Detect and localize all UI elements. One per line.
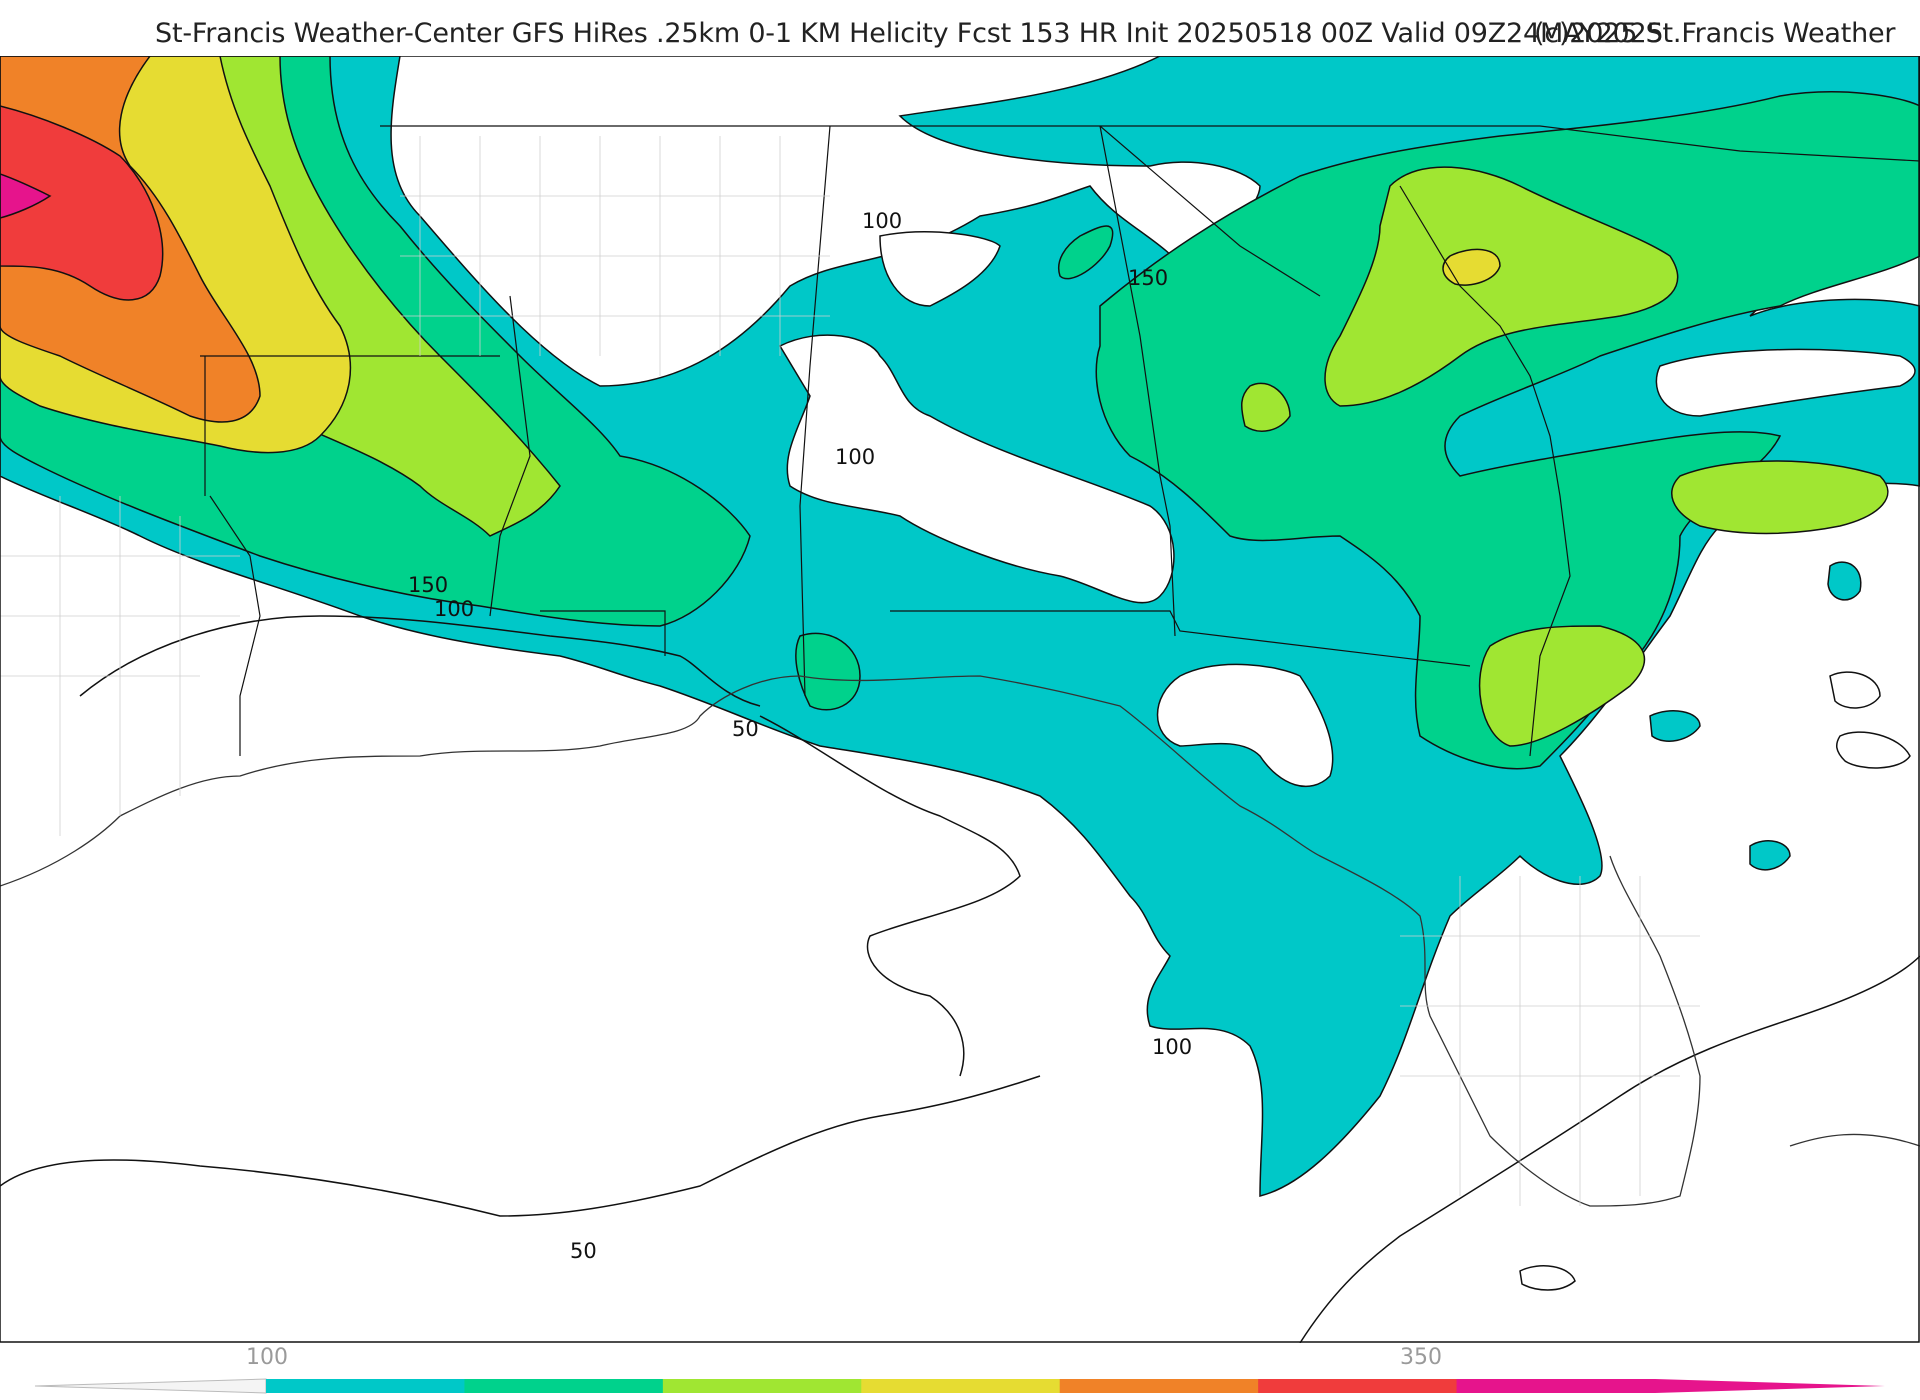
colorbar-under-arrow (34, 1378, 267, 1394)
colorbar-swatch (861, 1379, 1061, 1393)
contour-pocket-5 (1827, 561, 1862, 601)
contour-pocket-2 (1829, 671, 1881, 709)
colorbar-swatches (266, 1379, 1656, 1393)
county-lines (0, 136, 1700, 1206)
helicity-band-200-east-2 (1671, 460, 1889, 535)
colorbar-tick-350: 350 (1400, 1345, 1442, 1370)
helicity-band-150-pocket (795, 632, 861, 711)
helicity-band-200-pocket (1240, 382, 1291, 432)
colorbar-swatch (662, 1379, 862, 1393)
helicity-band-250-pocket (1442, 248, 1501, 286)
low-helicity-region-4 (1156, 663, 1334, 787)
contour-line-50-east (1299, 955, 1920, 1343)
colorbar-over-arrow (1655, 1379, 1885, 1393)
contour-pocket-4 (1749, 840, 1791, 871)
contour-line-100-west (79, 615, 761, 707)
helicity-map: 100 150 100 100 150 100 50 100 50 (0, 56, 1920, 1343)
helicity-band-150-north (1058, 225, 1114, 280)
contour-label-5: 150 (408, 573, 448, 597)
coastline (0, 675, 1920, 1207)
helicity-band-350 (0, 105, 164, 301)
state-borders (200, 125, 1920, 757)
contour-label-6: 100 (1152, 1035, 1192, 1059)
contour-line-50-south (0, 1075, 1041, 1217)
copyright-text: (c)2025 St.Francis Weather (1534, 18, 1896, 49)
contour-label-3: 100 (835, 445, 875, 469)
low-helicity-region-1 (778, 334, 1175, 604)
contour-pocket-1 (1835, 731, 1911, 769)
title-bar: St-Francis Weather-Center GFS HiRes .25k… (0, 0, 1920, 56)
helicity-band-400 (0, 173, 52, 219)
colorbar-swatch (464, 1379, 664, 1393)
low-helicity-region-3 (1655, 348, 1916, 417)
colorbar-tick-100: 100 (246, 1345, 288, 1370)
colorbar: 100 350 (0, 1343, 1920, 1400)
helicity-band-200-east (1324, 166, 1679, 407)
contour-label-9: 50 (570, 1239, 597, 1263)
map-border (0, 56, 1920, 1343)
colorbar-swatch (1456, 1379, 1656, 1393)
helicity-band-150-east (1095, 91, 1920, 770)
low-helicity-region-2 (879, 231, 1001, 307)
colorbar-swatch (1258, 1379, 1458, 1393)
colorbar-swatch (1059, 1379, 1259, 1393)
contour-label-4: 100 (434, 597, 474, 621)
map-frame: 100 150 100 100 150 100 50 100 50 (0, 56, 1920, 1343)
contour-label-2: 150 (1128, 266, 1168, 290)
contour-label-7: 50 (732, 717, 759, 741)
colorbar-strip (34, 1378, 1885, 1394)
contour-pocket-3 (1649, 710, 1701, 742)
map-title: St-Francis Weather-Center GFS HiRes .25k… (155, 18, 1664, 49)
contour-labels: 100 150 100 100 150 100 50 100 50 (408, 209, 1192, 1263)
contour-pocket-6 (1519, 1265, 1576, 1291)
contour-line-50-central (759, 715, 1021, 1077)
colorbar-swatch (266, 1379, 465, 1393)
helicity-band-200-south (1478, 625, 1646, 747)
contour-label-1: 100 (862, 209, 902, 233)
